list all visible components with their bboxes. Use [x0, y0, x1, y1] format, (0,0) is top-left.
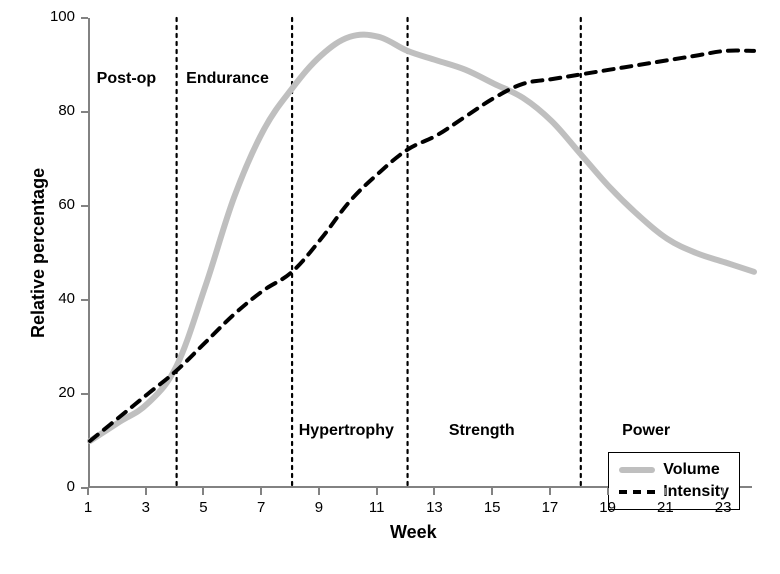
- x-tick: [202, 488, 204, 495]
- x-tick: [376, 488, 378, 495]
- x-tick: [549, 488, 551, 495]
- x-tick-label: 11: [357, 499, 397, 516]
- x-tick-label: 15: [472, 499, 512, 516]
- periodization-chart: Relative percentage Week Volume Intensit…: [0, 0, 780, 574]
- x-tick: [433, 488, 435, 495]
- x-tick: [87, 488, 89, 495]
- x-tick-label: 21: [645, 499, 685, 516]
- phase-label: Power: [622, 422, 670, 440]
- y-tick-label: 40: [0, 290, 75, 307]
- x-tick: [318, 488, 320, 495]
- y-tick-label: 0: [0, 478, 75, 495]
- x-tick-label: 7: [241, 499, 281, 516]
- x-tick-label: 13: [414, 499, 454, 516]
- x-axis-label: Week: [390, 522, 437, 543]
- x-tick: [260, 488, 262, 495]
- y-tick-label: 20: [0, 384, 75, 401]
- legend-item-volume: Volume: [619, 459, 729, 481]
- x-tick: [664, 488, 666, 495]
- plot-area: [88, 18, 752, 488]
- x-tick-label: 5: [183, 499, 223, 516]
- chart-svg: [90, 18, 752, 486]
- y-tick-label: 100: [0, 8, 75, 25]
- x-tick: [145, 488, 147, 495]
- y-tick: [81, 393, 88, 395]
- y-tick-label: 60: [0, 196, 75, 213]
- intensity-line: [90, 51, 754, 441]
- phase-label: Post-op: [97, 70, 157, 88]
- x-tick-label: 3: [126, 499, 166, 516]
- y-tick: [81, 111, 88, 113]
- x-tick-label: 17: [530, 499, 570, 516]
- y-tick-label: 80: [0, 102, 75, 119]
- x-tick-label: 19: [588, 499, 628, 516]
- phase-label: Strength: [449, 422, 515, 440]
- legend-label-volume: Volume: [663, 461, 720, 479]
- y-tick: [81, 205, 88, 207]
- x-tick: [722, 488, 724, 495]
- phase-label: Endurance: [186, 70, 269, 88]
- phase-label: Hypertrophy: [299, 422, 394, 440]
- x-tick: [607, 488, 609, 495]
- y-axis-label: Relative percentage: [28, 168, 49, 338]
- y-tick: [81, 299, 88, 301]
- x-tick: [491, 488, 493, 495]
- x-tick-label: 23: [703, 499, 743, 516]
- volume-line: [90, 35, 754, 441]
- x-tick-label: 1: [68, 499, 108, 516]
- x-tick-label: 9: [299, 499, 339, 516]
- legend-swatch-volume: [619, 467, 655, 473]
- legend-swatch-intensity: [619, 490, 655, 494]
- y-tick: [81, 17, 88, 19]
